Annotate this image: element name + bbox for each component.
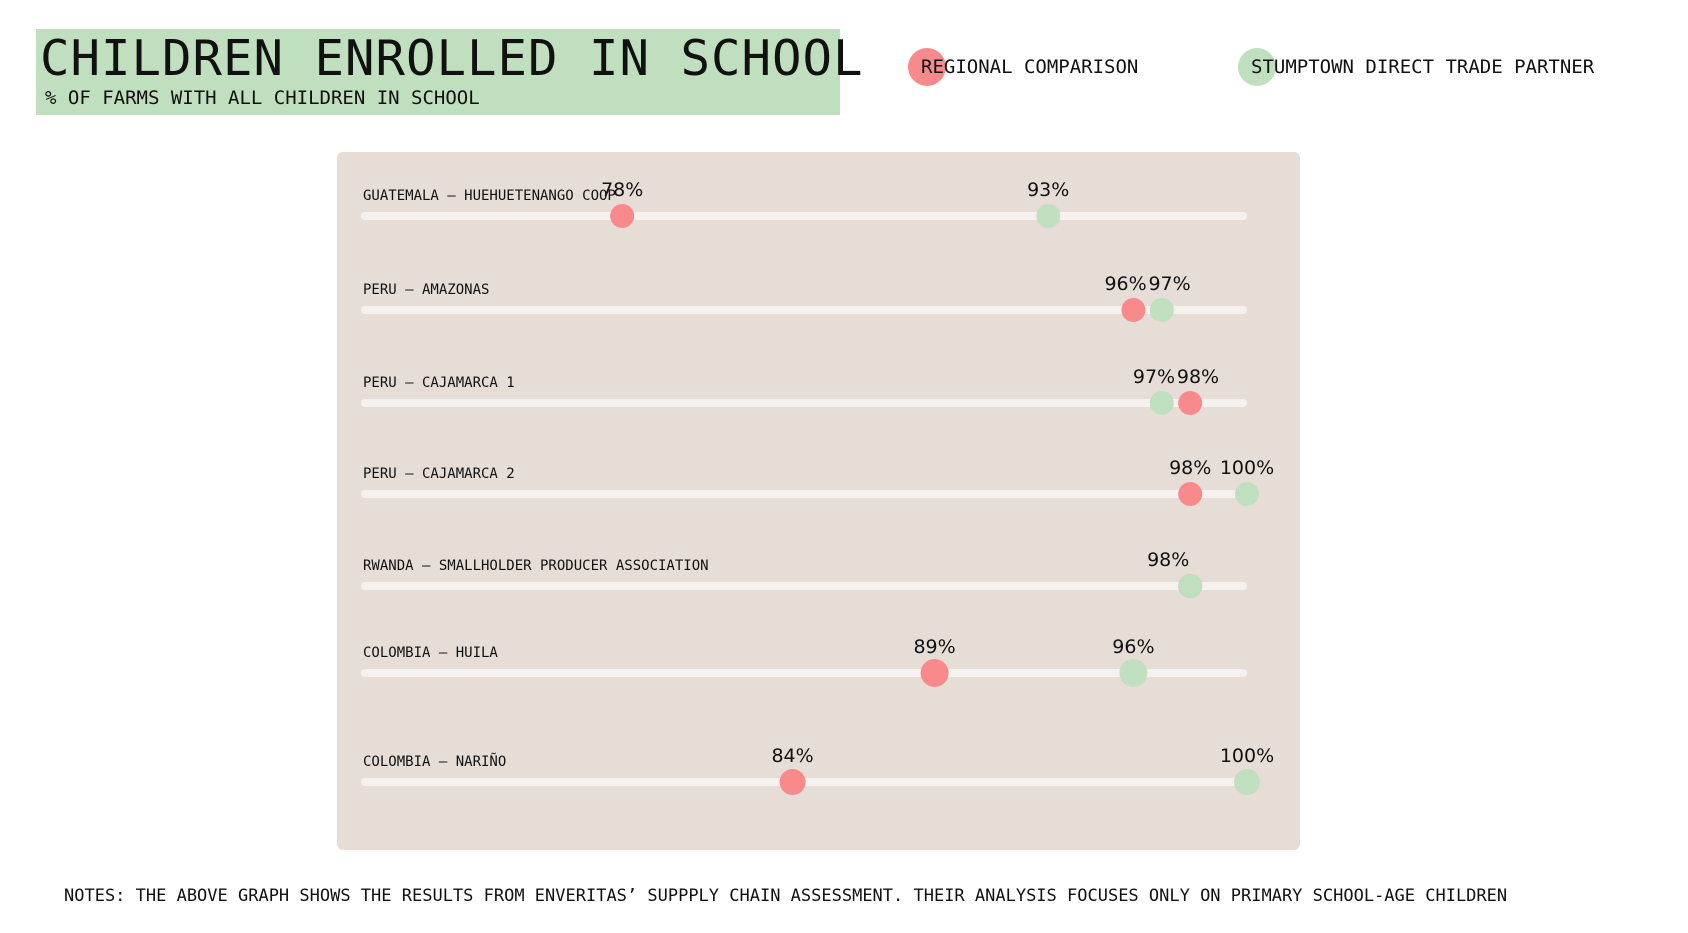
partner-value-label: 93% [1027, 179, 1069, 201]
title-box: CHILDREN ENROLLED IN SCHOOL % OF FARMS W… [36, 29, 863, 115]
regional-point [779, 769, 806, 795]
regional-value-label: 78% [601, 179, 643, 201]
partner-point [1149, 391, 1174, 415]
row-track [361, 399, 1247, 407]
row-label: RWANDA – SMALLHOLDER PRODUCER ASSOCIATIO… [363, 558, 709, 574]
regional-point [920, 659, 949, 687]
row-track [361, 490, 1247, 498]
regional-value-label: 98% [1177, 366, 1219, 388]
partner-point [1235, 482, 1259, 506]
partner-value-label: 100% [1220, 457, 1274, 479]
row-label: COLOMBIA – HUILA [363, 645, 498, 661]
regional-point [1121, 298, 1146, 322]
partner-value-label: 100% [1220, 745, 1274, 767]
regional-value-label: 89% [913, 636, 955, 658]
legend-marker-regional [908, 48, 946, 86]
partner-value-label: 96% [1112, 636, 1154, 658]
partner-point [1036, 204, 1061, 228]
chart-title: CHILDREN ENROLLED IN SCHOOL [40, 30, 864, 87]
row-track [361, 582, 1247, 590]
partner-point [1234, 769, 1260, 795]
partner-value-label: 97% [1148, 273, 1190, 295]
partner-point [1178, 574, 1203, 598]
row-label: PERU – CAJAMARCA 1 [363, 375, 515, 391]
regional-point [1178, 482, 1203, 506]
partner-value-label: 97% [1133, 366, 1175, 388]
row-label: PERU – AMAZONAS [363, 282, 489, 298]
chart-panel: GUATEMALA – HUEHUETENANGO COOP 78% 93% PERU… [337, 152, 1300, 850]
regional-value-label: 96% [1104, 273, 1146, 295]
partner-point [1119, 659, 1148, 687]
row-label: COLOMBIA – NARIÑO [363, 753, 506, 770]
row-label: PERU – CAJAMARCA 2 [363, 466, 515, 482]
legend-marker-partner [1238, 48, 1276, 86]
partner-point [1149, 298, 1174, 322]
legend-label-partner: STUMPTOWN DIRECT TRADE PARTNER [1251, 56, 1595, 78]
regional-value-label: 98% [1147, 549, 1189, 571]
regional-value-label: 84% [771, 745, 813, 767]
row-track [361, 669, 1247, 677]
row-track [361, 306, 1247, 314]
chart-notes: NOTES: THE ABOVE GRAPH SHOWS THE RESULTS… [64, 886, 1508, 906]
chart-subtitle: % OF FARMS WITH ALL CHILDREN IN SCHOOL [45, 87, 480, 109]
legend-label-regional: REGIONAL COMPARISON [921, 56, 1139, 78]
row-track [361, 212, 1247, 220]
regional-point [1178, 391, 1203, 415]
regional-value-label: 98% [1169, 457, 1211, 479]
row-label: GUATEMALA – HUEHUETENANGO COOP [363, 188, 616, 204]
regional-point [610, 204, 635, 228]
